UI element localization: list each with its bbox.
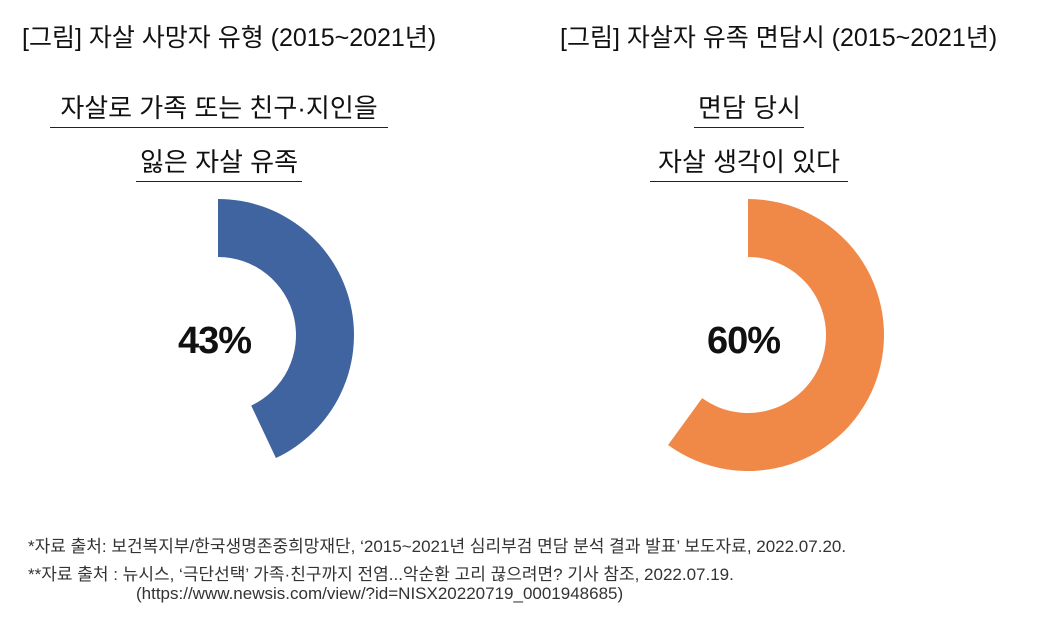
donut-arc-right [668, 199, 884, 471]
value-label-left: 43% [178, 320, 252, 362]
source-note-1: *자료 출처: 보건복지부/한국생명존중희망재단, ‘2015~2021년 심리… [28, 537, 847, 556]
value-label-right: 60% [707, 320, 781, 362]
subtitle-right-line2: 자살 생각이 있다 [650, 142, 848, 182]
source-note-url: (https://www.newsis.com/view/?id=NISX202… [136, 584, 624, 603]
subtitle-left-line1: 자살로 가족 또는 친구·지인을 [50, 88, 388, 128]
figure-title-right: [그림] 자살자 유족 면담시 (2015~2021년) [560, 24, 998, 52]
source-note-2: **자료 출처 : 뉴시스, ‘극단선택’ 가족·친구까지 전염...악순환 고… [28, 565, 734, 584]
figure-title-left: [그림] 자살 사망자 유형 (2015~2021년) [22, 24, 437, 52]
donut-arc-left [218, 199, 354, 459]
subtitle-left-line2: 잃은 자살 유족 [136, 142, 302, 182]
subtitle-right-line1: 면담 당시 [694, 88, 804, 128]
